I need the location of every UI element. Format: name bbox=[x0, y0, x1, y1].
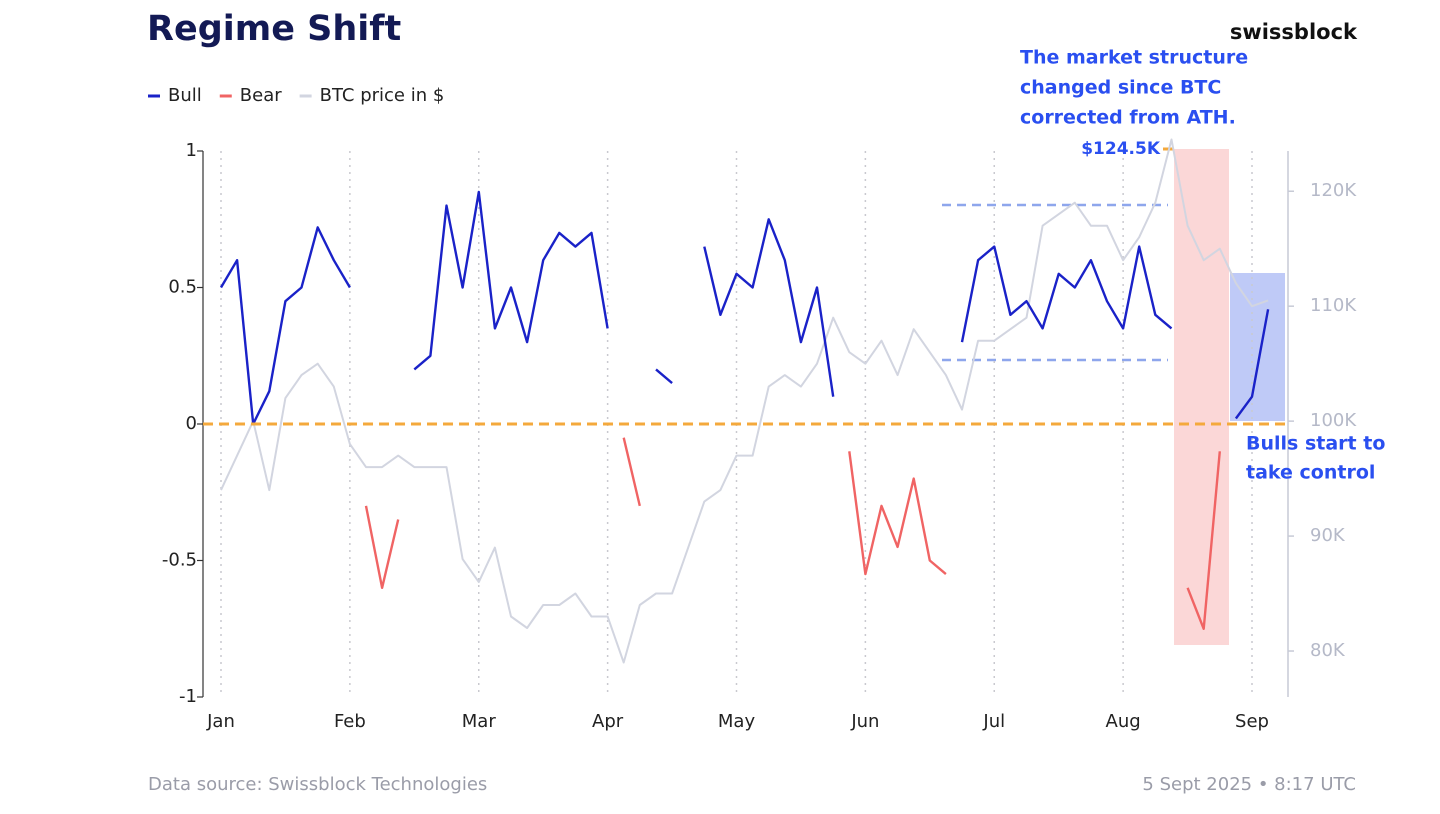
y-tick-label: 0 bbox=[186, 413, 197, 434]
series-line bbox=[219, 190, 1270, 426]
bull-zone bbox=[1230, 273, 1285, 421]
y2-tick-label: 80K bbox=[1310, 640, 1346, 661]
y2-tick-label: 120K bbox=[1310, 180, 1357, 201]
plot: Jan Feb Mar Apr May Jun Jul Aug Sep -1 -0.5 0 0.5 1 80… bbox=[162, 138, 1357, 732]
x-tick-label: Jan bbox=[206, 711, 235, 732]
annotation: corrected from ATH. bbox=[1020, 107, 1236, 129]
y2-tick-label: 100K bbox=[1310, 410, 1357, 431]
y-tick-label: 0.5 bbox=[168, 277, 197, 298]
y2-tick-label: 110K bbox=[1310, 295, 1357, 316]
source: Data source: Swissblock Technologies bbox=[148, 774, 487, 795]
y-tick-label: -0.5 bbox=[162, 550, 197, 571]
x-tick-label: Jun bbox=[850, 711, 879, 732]
legend-label: Bull bbox=[168, 85, 202, 106]
x-tick-label: Aug bbox=[1106, 711, 1141, 732]
annotation: The market structure bbox=[1020, 47, 1248, 69]
series-line bbox=[220, 138, 1269, 664]
legend-label: BTC price in $ bbox=[320, 85, 445, 106]
x-tick-label: Apr bbox=[592, 711, 624, 732]
annotation: take control bbox=[1246, 462, 1375, 484]
y2-tick-label: 90K bbox=[1310, 525, 1346, 546]
timestamp: 5 Sept 2025 • 8:17 UTC bbox=[1142, 774, 1356, 795]
brand: swissblock bbox=[1230, 20, 1358, 44]
y-tick-label: 1 bbox=[186, 140, 197, 161]
x-tick-label: Feb bbox=[334, 711, 366, 732]
ath-label: $124.5K bbox=[1081, 139, 1161, 159]
chart-title: Regime Shift bbox=[147, 9, 401, 49]
x-tick-label: Jul bbox=[982, 711, 1005, 732]
annotation: Bulls start to bbox=[1246, 433, 1385, 455]
series-line bbox=[364, 437, 1221, 630]
y-tick-label: -1 bbox=[179, 686, 197, 707]
x-tick-label: Mar bbox=[462, 711, 497, 732]
annotation: changed since BTC bbox=[1020, 77, 1221, 99]
bear-zone bbox=[1174, 149, 1229, 645]
x-tick-label: May bbox=[718, 711, 756, 732]
legend-label: Bear bbox=[240, 85, 282, 106]
x-tick-label: Sep bbox=[1235, 711, 1269, 732]
